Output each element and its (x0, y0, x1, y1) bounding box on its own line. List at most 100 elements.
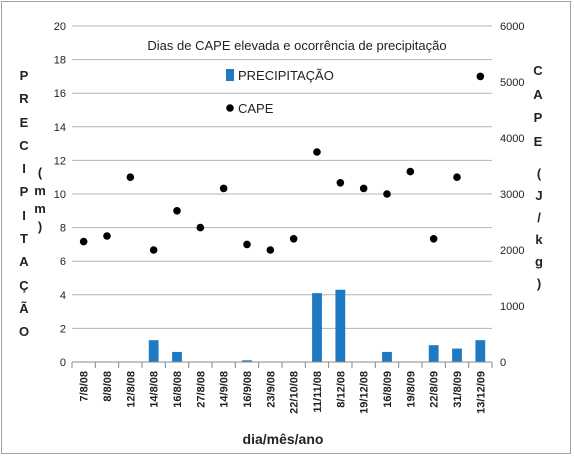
y-right-tick-label: 5000 (500, 77, 524, 89)
x-tick-label: 8/12/08 (335, 371, 347, 408)
left-axis-unit-label: (m m) (30, 164, 50, 236)
y-left-tick-label: 10 (54, 189, 66, 201)
left-axis-ticks: 0 2 4 6 8 10 12 14 16 18 20 (54, 21, 66, 369)
axis-label-letter: T (20, 231, 28, 247)
precipitation-bar (382, 351, 392, 362)
axis-label-letter: C (19, 137, 29, 153)
chart-title: Dias de CAPE elevada e ocorrência de pre… (147, 38, 446, 53)
x-tick-label: 23/9/08 (265, 371, 277, 408)
y-right-tick-label: 0 (500, 357, 506, 369)
cape-point (126, 173, 135, 181)
axis-label-letter: R (19, 91, 29, 107)
cape-point (243, 240, 251, 249)
cape-point (406, 167, 415, 176)
x-axis-ticks: 7/8/08 8/8/08 12/8/08 14/8/08 16/8/08 27/8/08… (71, 362, 493, 414)
right-axis-unit-label: (J / k g) (529, 163, 549, 295)
precipitation-bar (452, 348, 462, 362)
y-right-tick-label: 4000 (500, 133, 524, 145)
cape-point (79, 237, 88, 246)
axis-label-letter: I (22, 161, 26, 177)
y-left-tick-label: 12 (54, 155, 66, 167)
cape-point (383, 190, 391, 198)
cape-point (336, 179, 345, 187)
precipitation-bar (148, 340, 159, 362)
x-tick-label: 12/8/08 (125, 371, 137, 408)
y-left-tick-label: 4 (60, 290, 66, 302)
x-tick-label: 14/9/08 (219, 371, 231, 408)
y-right-tick-label: 6000 (500, 21, 524, 33)
precipitation-bar (312, 293, 322, 362)
axis-label-letter: J (535, 188, 543, 203)
precipitation-bars (148, 289, 486, 362)
axis-label-letter: ( (37, 165, 43, 180)
legend: PRECIPITAÇÃO CAPE (226, 68, 334, 116)
x-tick-label: 27/8/08 (195, 371, 207, 408)
cape-point (219, 184, 228, 193)
x-tick-label: 14/8/08 (149, 371, 161, 408)
cape-point (196, 223, 205, 232)
x-tick-label: 16/8/08 (172, 371, 184, 408)
axis-label-letter: I (22, 207, 26, 223)
cape-point (103, 232, 111, 240)
axis-label-letter: E (19, 114, 29, 130)
gridlines (72, 25, 492, 329)
y-left-tick-label: 14 (54, 122, 66, 134)
precipitation-bar (335, 289, 346, 362)
right-axis-ticks: 0 1000 2000 3000 4000 5000 6000 (500, 21, 524, 369)
axis-label-letter: P (533, 110, 543, 125)
cape-point (429, 235, 438, 243)
axis-label-letter: E (533, 133, 543, 149)
axis-label-letter: ) (536, 276, 542, 291)
y-left-tick-label: 6 (60, 256, 66, 268)
x-tick-label: 22/10/08 (289, 371, 301, 414)
y-left-tick-label: 2 (60, 323, 66, 335)
axis-label-letter: g (535, 254, 543, 269)
cape-point (476, 72, 485, 81)
y-right-tick-label: 2000 (500, 245, 524, 257)
precipitation-bar (172, 351, 182, 362)
cape-point (266, 246, 275, 254)
x-tick-label: 11/11/08 (312, 371, 324, 413)
axis-label-letter: k (535, 232, 543, 247)
cape-point (289, 235, 298, 243)
axis-label-letter: Ç (19, 277, 29, 293)
axis-label-letter: Ã (19, 300, 29, 316)
legend-precipitation-swatch (226, 69, 234, 81)
axis-label-letter: A (533, 86, 543, 102)
x-tick-label: 16/9/08 (242, 371, 254, 408)
axis-label-letter: O (18, 324, 30, 340)
cape-point (173, 207, 181, 215)
legend-cape-marker (226, 104, 234, 112)
axis-label-letter: m (34, 183, 46, 198)
cape-points (79, 72, 485, 254)
precipitation-bar (475, 340, 486, 362)
x-tick-label: 19/8/09 (405, 371, 417, 408)
x-tick-label: 31/8/09 (452, 371, 464, 408)
y-left-tick-label: 0 (60, 357, 66, 369)
axis-label-letter: A (19, 254, 29, 270)
precipitation-bar (242, 360, 252, 362)
cape-point (359, 184, 368, 193)
axis-label-letter: P (19, 184, 29, 200)
y-left-tick-label: 8 (60, 223, 66, 235)
axis-label-letter: ) (37, 219, 43, 234)
axis-label-letter: P (19, 68, 29, 83)
x-tick-label: 8/8/08 (102, 371, 114, 402)
legend-cape-label: CAPE (238, 101, 274, 116)
y-left-tick-label: 18 (54, 55, 66, 67)
x-tick-label: 13/12/09 (475, 371, 487, 414)
cape-point (453, 173, 461, 181)
y-right-tick-label: 1000 (500, 301, 524, 313)
y-left-tick-label: 16 (54, 88, 66, 100)
y-left-tick-label: 20 (54, 21, 66, 33)
x-tick-label: 19/12/08 (359, 371, 371, 414)
axis-label-letter: C (533, 63, 543, 78)
axis-label-letter: / (537, 210, 541, 225)
x-tick-label: 7/8/08 (79, 371, 91, 402)
precipitation-bar (428, 345, 439, 362)
x-tick-label: 22/8/09 (429, 371, 441, 408)
x-axis-label: dia/mês/ano (243, 431, 324, 447)
cape-point (149, 246, 158, 254)
cape-point (313, 148, 321, 156)
